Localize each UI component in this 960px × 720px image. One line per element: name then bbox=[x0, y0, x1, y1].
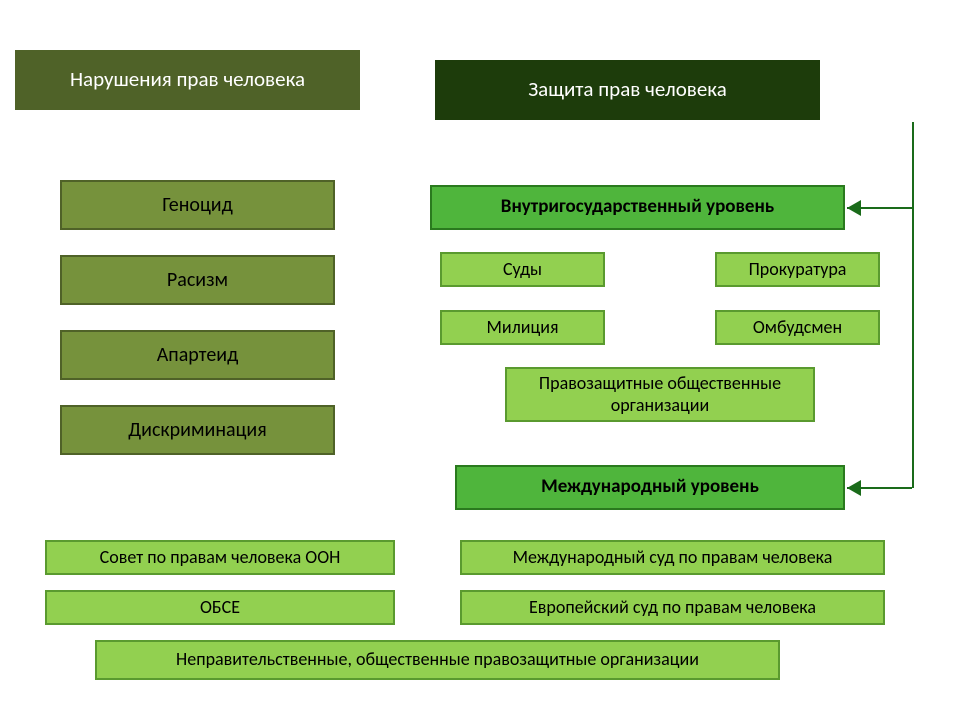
level-domestic: Внутригосударственный уровень bbox=[430, 185, 845, 230]
violation-genocide: Геноцид bbox=[60, 180, 335, 230]
violation-racism: Расизм bbox=[60, 255, 335, 305]
arrow-to-intl-head bbox=[847, 480, 861, 496]
arrow-to-domestic-head bbox=[847, 200, 861, 216]
item-intl-ngo: Неправительственные, общественные правоз… bbox=[95, 640, 780, 680]
item-osce: ОБСЕ bbox=[45, 590, 395, 625]
item-ombudsman: Омбудсмен bbox=[715, 310, 880, 345]
item-eu-court: Европейский суд по правам человека bbox=[460, 590, 885, 625]
header-violations: Нарушения прав человека bbox=[15, 50, 360, 110]
item-un-council: Совет по правам человека ООН bbox=[45, 540, 395, 575]
item-domestic-ngo: Правозащитные общественные организации bbox=[505, 367, 815, 422]
item-prosecutor: Прокуратура bbox=[715, 252, 880, 287]
item-courts: Суды bbox=[440, 252, 605, 287]
violation-discrimination: Дискриминация bbox=[60, 405, 335, 455]
header-protection: Защита прав человека bbox=[435, 60, 820, 120]
item-militia: Милиция bbox=[440, 310, 605, 345]
level-international: Международный уровень bbox=[455, 465, 845, 510]
arrow-main-vertical bbox=[912, 122, 914, 488]
item-intl-court: Международный суд по правам человека bbox=[460, 540, 885, 575]
violation-apartheid: Апартеид bbox=[60, 330, 335, 380]
